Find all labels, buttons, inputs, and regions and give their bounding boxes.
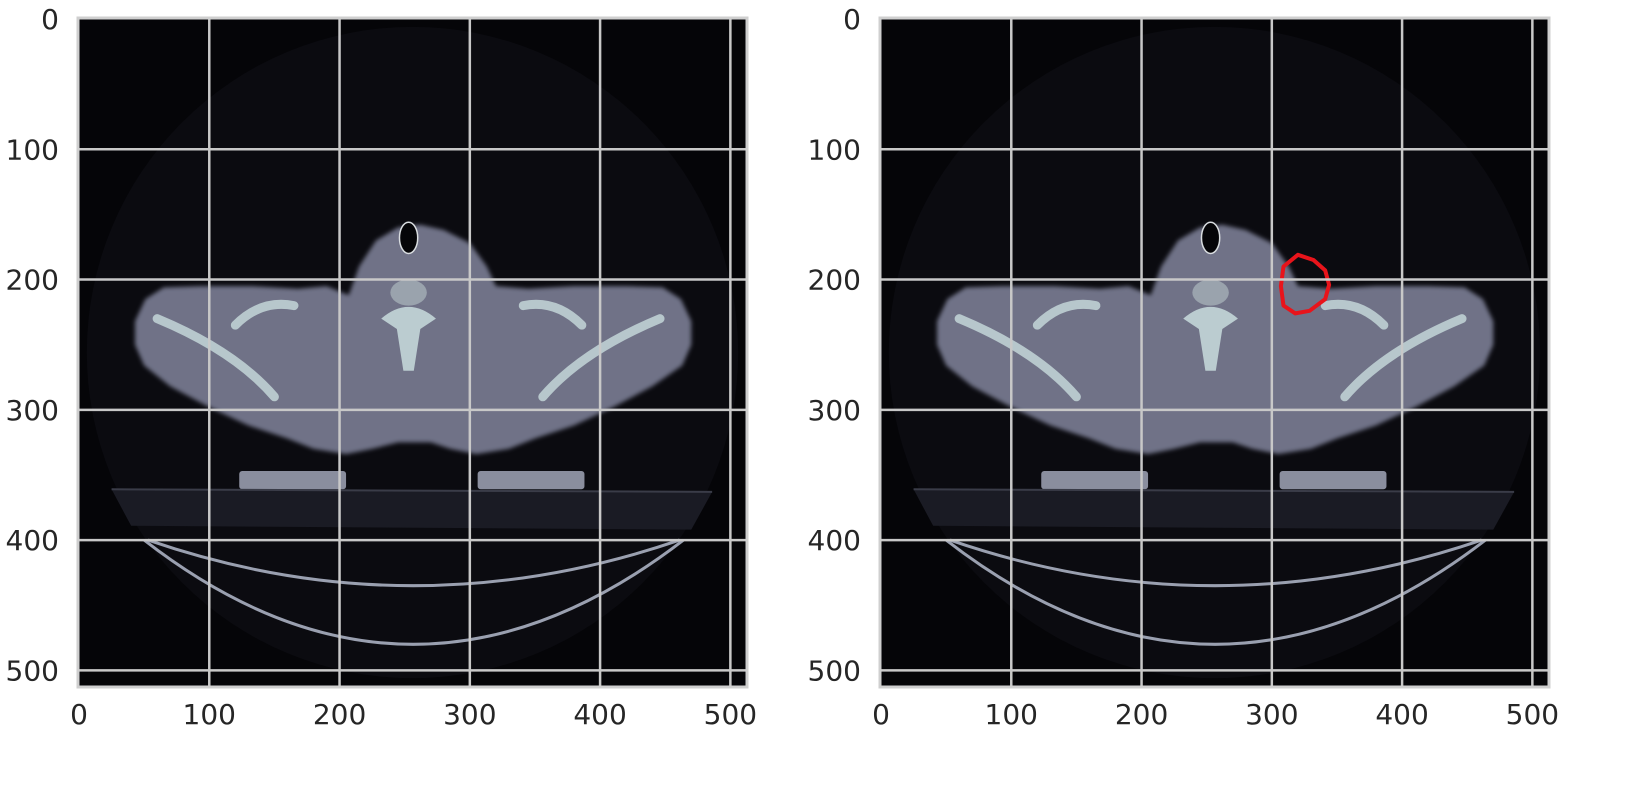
cradle-inner (949, 538, 1483, 588)
y-tick-label: 200 (808, 264, 861, 297)
pad-right (477, 471, 585, 490)
right-ct-panel: 0 100 200 300 400 500 0 100 200 300 400 500 (802, 0, 1622, 785)
bone-2 (1032, 299, 1101, 330)
bone-2 (230, 299, 299, 330)
x-tick-label: 400 (1375, 698, 1428, 731)
right-ct-axes: 0 100 200 300 400 500 0 100 200 300 400 500 (808, 3, 1560, 731)
vertebral-body (1192, 279, 1229, 306)
ct-table (111, 489, 713, 530)
bone-0 (954, 314, 1081, 402)
y-tick-label: 100 (6, 133, 59, 166)
y-tick-label: 300 (808, 394, 861, 427)
spinous-process (1183, 306, 1238, 371)
x-tick-label: 300 (443, 698, 496, 731)
ct-image (79, 19, 746, 686)
axes-frame (76, 16, 749, 689)
y-tick-label: 500 (808, 654, 861, 687)
cradle-outer (143, 538, 685, 646)
table-edge (111, 488, 713, 493)
x-tick-label: 200 (313, 698, 366, 731)
y-tick-label: 100 (808, 133, 861, 166)
y-tick-label: 300 (6, 394, 59, 427)
bone-3 (1320, 299, 1389, 330)
table-edge (913, 488, 1515, 493)
spinous-process (381, 306, 436, 371)
y-tick-label: 400 (6, 524, 59, 557)
trachea (1200, 221, 1221, 255)
vertebral-body (390, 279, 427, 306)
trachea (398, 221, 419, 255)
pad-left (1041, 471, 1149, 490)
y-tick-label: 400 (808, 524, 861, 557)
x-tick-label: 0 (872, 698, 890, 731)
bone-0 (152, 314, 279, 402)
x-tick-label: 500 (1506, 698, 1559, 731)
x-tick-label: 300 (1245, 698, 1298, 731)
bone-1 (1340, 314, 1467, 402)
cradle-outer (945, 538, 1487, 646)
pad-right (1279, 471, 1387, 490)
x-tick-label: 0 (70, 698, 88, 731)
y-tick-label: 200 (6, 264, 59, 297)
bone-3 (518, 299, 587, 330)
x-tick-label: 400 (573, 698, 626, 731)
y-tick-label: 0 (843, 3, 861, 36)
x-tick-label: 500 (704, 698, 757, 731)
pad-left (239, 471, 347, 490)
x-tick-label: 200 (1115, 698, 1168, 731)
left-ct-panel: 0 100 200 300 400 500 0 100 200 300 400 500 (0, 0, 820, 785)
x-tick-label: 100 (183, 698, 236, 731)
left-ct-axes: 0 100 200 300 400 500 0 100 200 300 400 500 (6, 3, 758, 731)
ct-image (881, 19, 1548, 686)
y-tick-label: 0 (41, 3, 59, 36)
ct-table (913, 489, 1515, 530)
y-tick-label: 500 (6, 654, 59, 687)
axes-frame (878, 16, 1551, 689)
cradle-inner (147, 538, 681, 588)
bone-1 (538, 314, 665, 402)
x-tick-label: 100 (985, 698, 1038, 731)
